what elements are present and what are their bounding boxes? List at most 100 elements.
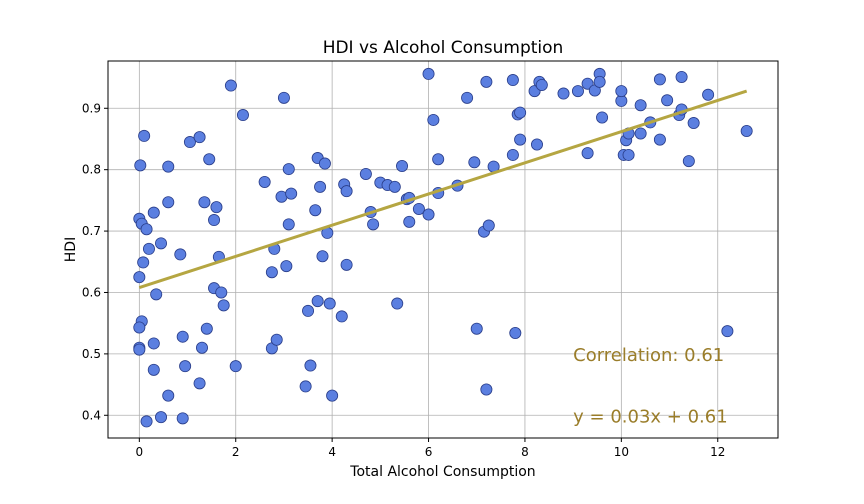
regression-line-layer xyxy=(138,89,748,289)
data-point xyxy=(309,204,322,217)
data-point xyxy=(687,117,700,130)
data-point xyxy=(461,91,474,104)
data-point xyxy=(193,377,206,390)
data-point xyxy=(134,159,147,172)
data-point xyxy=(634,127,647,140)
data-point xyxy=(176,330,189,343)
data-point xyxy=(304,359,317,372)
data-point xyxy=(675,70,688,83)
y-tick-label: 0.5 xyxy=(82,347,101,361)
data-point xyxy=(702,88,715,101)
data-point xyxy=(162,160,175,173)
data-point xyxy=(509,327,522,340)
data-point xyxy=(147,363,160,376)
data-point xyxy=(514,106,527,119)
data-point xyxy=(215,286,228,299)
data-point xyxy=(396,159,409,172)
y-tick-label: 0.9 xyxy=(82,101,101,115)
data-point xyxy=(571,85,584,98)
data-point xyxy=(174,248,187,261)
data-point xyxy=(302,304,315,317)
data-point xyxy=(653,73,666,86)
data-point xyxy=(155,237,168,250)
data-point xyxy=(200,322,213,335)
data-point xyxy=(311,295,324,308)
equation-annotation: y = 0.03x + 0.61 xyxy=(573,407,728,428)
data-point xyxy=(326,389,339,402)
data-point xyxy=(388,180,401,193)
data-point xyxy=(323,297,336,310)
data-point xyxy=(367,218,380,231)
x-tick-label: 8 xyxy=(521,445,529,459)
y-tick-label: 0.8 xyxy=(82,163,101,177)
data-point xyxy=(142,242,155,255)
data-point xyxy=(622,148,635,161)
data-point xyxy=(280,260,293,273)
data-point xyxy=(422,67,435,80)
data-point xyxy=(140,223,153,236)
data-point xyxy=(314,180,327,193)
data-point xyxy=(340,185,353,198)
data-point xyxy=(133,271,146,284)
data-point xyxy=(150,288,163,301)
data-point xyxy=(217,299,230,312)
data-point xyxy=(208,214,221,227)
data-point xyxy=(316,250,329,263)
data-point xyxy=(133,343,146,356)
data-point xyxy=(412,202,425,215)
chart-title: HDI vs Alcohol Consumption xyxy=(323,38,564,58)
data-point xyxy=(270,333,283,346)
data-point xyxy=(179,360,192,373)
x-tick-label: 10 xyxy=(614,445,629,459)
y-tick-label: 0.7 xyxy=(82,224,101,238)
data-point xyxy=(581,147,594,160)
data-point xyxy=(195,341,208,354)
data-point xyxy=(682,155,695,168)
data-point xyxy=(162,196,175,209)
data-point xyxy=(155,411,168,424)
x-tick-label: 0 xyxy=(136,445,144,459)
data-point xyxy=(535,78,548,91)
data-point xyxy=(335,310,348,323)
data-point xyxy=(340,258,353,271)
data-point xyxy=(359,167,372,180)
data-point xyxy=(480,75,493,88)
data-point xyxy=(482,219,495,232)
data-point xyxy=(615,85,628,98)
data-point xyxy=(596,111,609,124)
data-point xyxy=(530,138,543,151)
data-point xyxy=(162,389,175,402)
data-point xyxy=(236,109,249,122)
y-axis-label: HDI xyxy=(63,237,79,262)
data-point xyxy=(137,256,150,269)
x-tick-label: 6 xyxy=(425,445,433,459)
data-point xyxy=(147,337,160,350)
data-point xyxy=(740,124,753,137)
data-point xyxy=(133,321,146,334)
data-point xyxy=(183,136,196,149)
data-point xyxy=(653,133,666,146)
data-point xyxy=(147,206,160,219)
data-point xyxy=(403,215,416,228)
x-tick-label: 4 xyxy=(328,445,336,459)
data-point xyxy=(468,156,481,169)
data-point xyxy=(634,99,647,112)
data-point xyxy=(282,218,295,231)
data-point xyxy=(480,383,493,396)
axis-ticks: 0 2 4 6 8 10 12 0.4 0.5 0.6 0.7 0.8 0.9 xyxy=(82,101,725,459)
data-point xyxy=(140,415,153,428)
data-point xyxy=(470,322,483,335)
x-tick-label: 2 xyxy=(232,445,240,459)
data-point xyxy=(265,266,278,279)
data-point xyxy=(193,131,206,144)
x-tick-label: 12 xyxy=(710,445,725,459)
data-point xyxy=(138,129,151,142)
data-point xyxy=(427,113,440,126)
data-point xyxy=(422,208,435,221)
data-point xyxy=(198,196,211,209)
data-point xyxy=(229,360,242,373)
data-point xyxy=(258,175,271,188)
scatter-points xyxy=(133,67,753,428)
